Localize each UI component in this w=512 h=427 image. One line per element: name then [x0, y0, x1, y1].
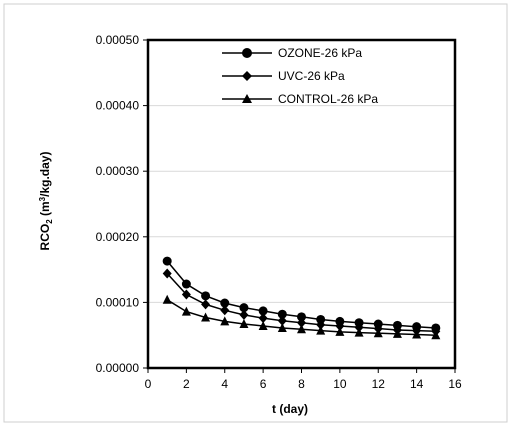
data-point — [220, 298, 230, 308]
legend-label-uvc: UVC-26 kPa — [278, 69, 345, 83]
legend-circle-marker — [242, 48, 252, 58]
data-point — [201, 299, 211, 310]
y-axis-title-suffix: /kg.day) — [38, 152, 52, 197]
data-point — [201, 312, 211, 322]
data-point — [412, 329, 422, 339]
data-point — [335, 321, 345, 332]
y-tick-label: 0.00030 — [96, 164, 140, 178]
data-point — [258, 313, 268, 324]
y-tick-label: 0.00020 — [96, 230, 140, 244]
data-point — [239, 319, 249, 329]
x-tick-label: 14 — [410, 377, 424, 391]
data-point — [335, 326, 345, 336]
data-point — [181, 306, 191, 316]
y-tick-label: 0.00010 — [96, 295, 140, 309]
y-axis: 0.00000 0.00010 0.00020 0.00030 0.00040 0.000… — [96, 33, 148, 375]
x-tick-label: 16 — [448, 377, 462, 391]
y-axis-title-mid: (m — [38, 201, 52, 219]
data-point — [277, 309, 287, 319]
data-point — [239, 303, 249, 313]
data-point — [297, 312, 306, 322]
data-point — [354, 322, 364, 333]
x-tick-label: 2 — [183, 377, 190, 391]
legend-entry-ozone: OZONE-26 kPa — [222, 46, 362, 60]
y-axis-title-superscript: 3 — [38, 196, 47, 201]
x-tick-label: 4 — [221, 377, 228, 391]
data-point — [316, 314, 326, 324]
legend: OZONE-26 kPa UVC-26 kPa CONTROL-26 kPa — [222, 46, 378, 106]
x-axis: 0 2 4 6 8 10 12 14 16 — [145, 368, 462, 391]
x-tick-label: 10 — [333, 377, 347, 391]
series-layer — [162, 256, 441, 340]
y-axis-title-subscript: 2 — [45, 219, 54, 224]
gridlines — [148, 105, 455, 303]
chart-outer-border — [3, 3, 508, 423]
legend-entry-uvc: UVC-26 kPa — [222, 69, 345, 83]
legend-label-control: CONTROL-26 kPa — [278, 92, 378, 106]
data-point — [316, 325, 326, 335]
data-point — [181, 279, 191, 289]
y-tick-label: 0.00050 — [96, 33, 140, 47]
data-point — [373, 328, 383, 338]
data-point — [277, 315, 287, 326]
legend-entry-control: CONTROL-26 kPa — [222, 92, 378, 106]
y-tick-label: 0.00040 — [96, 99, 140, 113]
data-point — [162, 268, 172, 279]
data-point — [431, 330, 441, 340]
data-point — [392, 328, 402, 338]
series-2 — [162, 268, 441, 337]
data-point — [162, 294, 172, 304]
x-axis-title: t (day) — [272, 402, 308, 416]
legend-triangle-marker — [242, 94, 252, 103]
data-point — [201, 291, 211, 301]
data-point — [258, 321, 268, 331]
y-axis-title-prefix: RCO — [38, 224, 52, 251]
data-point — [220, 305, 230, 316]
x-tick-label: 0 — [145, 377, 152, 391]
data-point — [297, 317, 306, 328]
data-point — [239, 309, 249, 320]
data-point — [354, 327, 364, 337]
x-tick-label: 12 — [372, 377, 386, 391]
data-point — [220, 316, 230, 326]
x-tick-label: 6 — [260, 377, 267, 391]
x-tick-label: 8 — [298, 377, 305, 391]
data-point — [316, 319, 326, 330]
data-point — [162, 256, 172, 266]
y-tick-label: 0.00000 — [96, 361, 140, 375]
y-axis-title: RCO2 (m3/kg.day) — [38, 152, 54, 251]
data-point — [277, 322, 287, 332]
data-point — [297, 324, 306, 334]
data-point — [258, 306, 268, 316]
legend-diamond-marker — [242, 71, 252, 81]
data-point — [181, 289, 191, 300]
series-3 — [162, 294, 441, 340]
legend-label-ozone: OZONE-26 kPa — [278, 46, 362, 60]
